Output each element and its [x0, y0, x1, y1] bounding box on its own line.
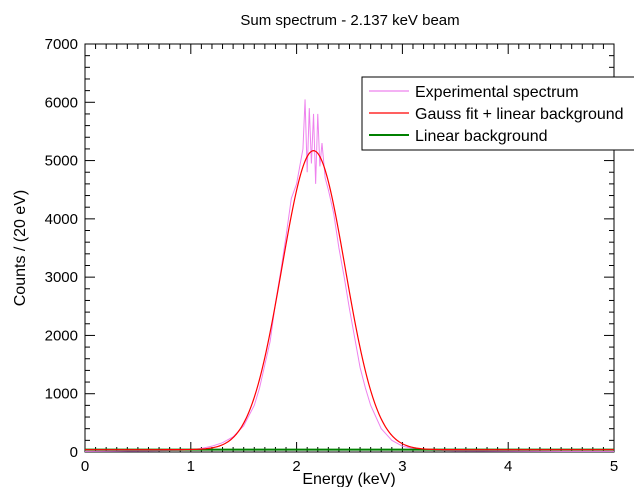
y-tick-label: 6000 — [45, 94, 78, 111]
x-tick-label: 2 — [292, 458, 300, 475]
y-tick-label: 1000 — [45, 386, 78, 403]
y-tick-labels: 0 1000 2000 3000 4000 5000 6000 7000 — [45, 36, 78, 461]
x-tick-label: 3 — [398, 458, 406, 475]
x-tick-label: 4 — [504, 458, 512, 475]
legend-label-linear-background: Linear background — [415, 128, 548, 145]
x-tick-label: 5 — [610, 458, 618, 475]
plot-lines — [84, 99, 614, 452]
y-axis-label: Counts / (20 eV) — [12, 190, 29, 307]
y-tick-label: 4000 — [45, 211, 78, 228]
y-tick-label: 2000 — [45, 327, 78, 344]
x-tick-labels: 0 1 2 3 4 5 — [81, 458, 618, 475]
y-tick-label: 0 — [70, 444, 78, 461]
x-axis-label: Energy (keV) — [302, 471, 395, 487]
legend-label-experimental: Experimental spectrum — [415, 84, 579, 101]
y-tick-label: 7000 — [45, 36, 78, 53]
x-tick-label: 1 — [187, 458, 195, 475]
legend-label-gauss-fit: Gauss fit + linear background — [415, 106, 624, 123]
legend: Experimental spectrum Gauss fit + linear… — [361, 76, 634, 151]
chart-title: Sum spectrum - 2.137 keV beam — [240, 12, 459, 29]
y-tick-label: 3000 — [45, 269, 78, 286]
gauss-fit-line — [85, 150, 614, 451]
experimental-spectrum-line — [84, 99, 614, 452]
y-tick-label: 5000 — [45, 153, 78, 170]
axis-ticks — [84, 43, 615, 453]
x-tick-label: 0 — [81, 458, 89, 475]
